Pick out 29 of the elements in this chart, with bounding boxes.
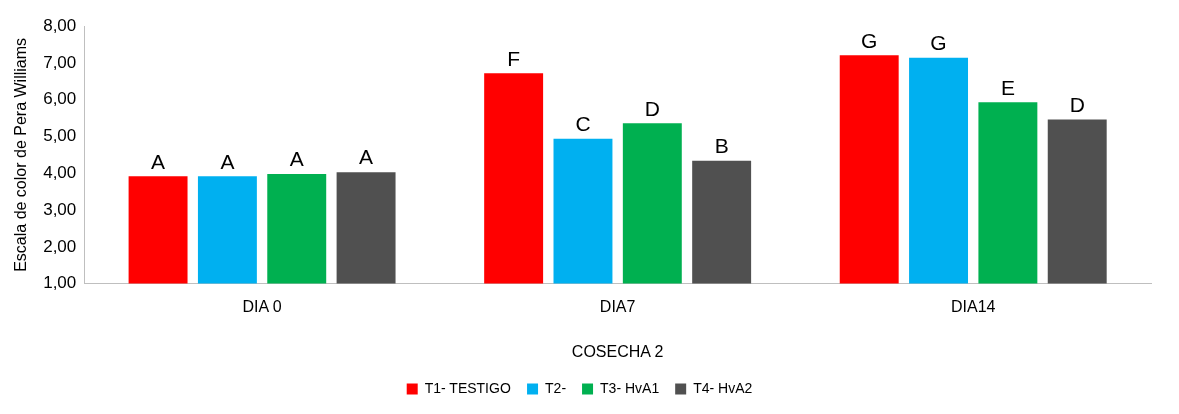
data-label: D: [644, 96, 660, 120]
x-axis-title: COSECHA 2: [571, 342, 664, 360]
legend-label: T2-: [545, 379, 567, 396]
legend-label: T1- TESTIGO: [424, 379, 511, 396]
data-label: F: [507, 46, 521, 70]
data-label: A: [359, 145, 374, 169]
y-tick-label: 1,00: [43, 273, 77, 293]
x-tick-label: DIA7: [599, 297, 636, 315]
x-tick-label: DIA 0: [242, 297, 282, 315]
y-tick-label: 7,00: [43, 52, 77, 72]
legend-label: T4- HvA2: [693, 379, 753, 396]
data-label: A: [151, 149, 166, 173]
data-label: A: [289, 147, 304, 171]
y-axis-title: Escala de color de Pera Williams: [12, 37, 30, 272]
data-label: G: [861, 28, 878, 52]
data-label: C: [575, 112, 591, 136]
y-tick-label: 3,00: [43, 199, 77, 219]
legend-label: T3- HvA1: [600, 379, 660, 396]
y-tick-label: 4,00: [43, 162, 77, 182]
x-tick-label: DIA14: [950, 297, 996, 315]
data-label: G: [930, 31, 947, 55]
data-label: E: [1000, 75, 1015, 99]
data-label: B: [714, 134, 729, 158]
y-tick-label: 2,00: [43, 236, 77, 256]
data-label: D: [1069, 92, 1085, 116]
y-tick-label: 5,00: [43, 126, 77, 146]
data-label: A: [220, 149, 235, 173]
y-tick-label: 8,00: [43, 15, 77, 35]
y-tick-label: 6,00: [43, 89, 77, 109]
